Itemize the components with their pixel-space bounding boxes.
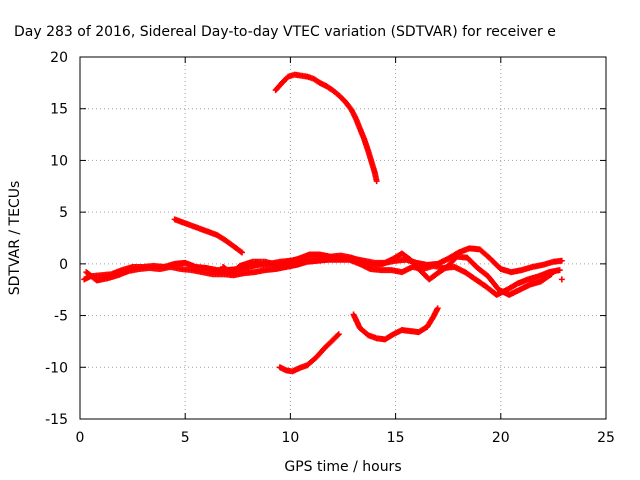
y-tick-label: -5 <box>54 309 68 325</box>
data-point-arc-main-1 <box>558 257 565 264</box>
chart-title: Day 283 of 2016, Sidereal Day-to-day VTE… <box>14 24 556 40</box>
plot-frame <box>79 56 607 420</box>
x-tick-label: 20 <box>492 430 510 446</box>
y-tick-label: 15 <box>50 102 68 118</box>
data-point-arc-top <box>373 178 380 185</box>
y-tick-label: 10 <box>50 153 68 169</box>
y-tick-label: -10 <box>45 360 68 376</box>
data-point-arc-lower-left <box>335 331 342 338</box>
data-markers <box>81 71 565 375</box>
y-tick-label: 0 <box>59 257 68 273</box>
grid-lines <box>80 57 606 419</box>
data-point-arc-main-3 <box>547 272 554 279</box>
data-point-arc-main-3 <box>548 271 555 278</box>
x-axis-label: GPS time / hours <box>284 459 401 475</box>
y-tick-label: 20 <box>50 50 68 66</box>
axis-ticks: 0 5 10 15 20 25 -15 -10 -5 0 5 10 15 20 <box>45 50 615 446</box>
x-tick-label: 25 <box>597 430 615 446</box>
x-tick-label: 0 <box>76 430 85 446</box>
y-tick-label: -15 <box>45 412 68 428</box>
data-point-arc-upper-mid <box>239 249 246 256</box>
data-point-arc-lower-right <box>434 305 441 312</box>
data-point-isolated-point <box>558 276 565 283</box>
y-axis-label: SDTVAR / TECUs <box>7 181 23 296</box>
x-tick-label: 5 <box>181 430 190 446</box>
data-point-arc-main-2 <box>556 267 563 274</box>
x-tick-label: 15 <box>387 430 405 446</box>
data-point-arc-lower-left <box>334 332 341 339</box>
x-tick-label: 10 <box>281 430 299 446</box>
y-tick-label: 5 <box>59 205 68 221</box>
